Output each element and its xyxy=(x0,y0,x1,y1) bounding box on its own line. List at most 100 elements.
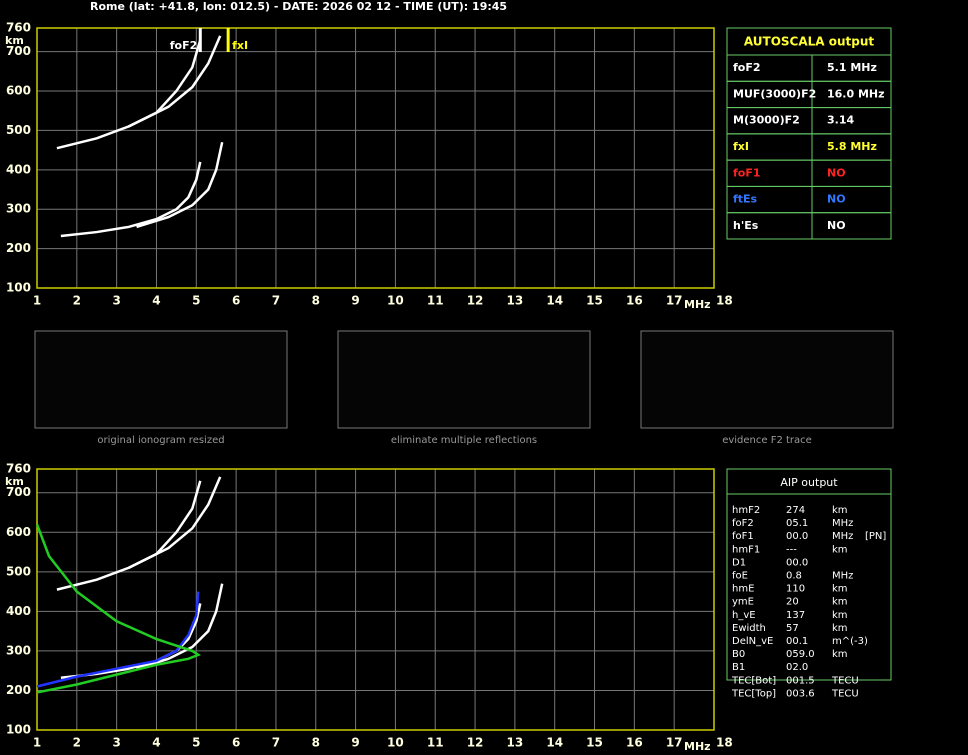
aip-cell: 0.8 xyxy=(786,571,802,582)
autoscala-value: NO xyxy=(827,219,846,232)
aip-cell: foE xyxy=(732,571,748,582)
autoscala-value: 5.1 MHz xyxy=(827,61,877,74)
aip-cell: km xyxy=(832,623,848,634)
aip-cell: 059.0 xyxy=(786,649,815,660)
x-tick-label: 7 xyxy=(272,294,280,308)
x-tick-label: 10 xyxy=(387,736,404,750)
x-tick-label: 15 xyxy=(586,736,603,750)
trace xyxy=(56,39,202,150)
y-tick-label: 300 xyxy=(6,643,31,657)
autoscala-label: h'Es xyxy=(733,219,759,232)
header-title: Rome (lat: +41.8, lon: 012.5) - DATE: 20… xyxy=(90,0,507,13)
x-tick-label: 11 xyxy=(427,736,444,750)
thumbnail xyxy=(34,330,288,429)
aip-box xyxy=(726,468,892,681)
x-tick-label: 6 xyxy=(232,294,240,308)
aip-cell: MHz xyxy=(832,518,853,529)
aip-cell: 00.0 xyxy=(786,531,808,542)
y-tick-label: 500 xyxy=(6,564,31,578)
aip-cell: 05.1 xyxy=(786,518,808,529)
thumbnail-caption: eliminate multiple reflections xyxy=(391,435,537,446)
plot-frame xyxy=(36,468,715,731)
x-tick-label: 15 xyxy=(586,294,603,308)
y-tick-label: 400 xyxy=(6,604,31,618)
aip-cell: km xyxy=(832,584,848,595)
x-tick-label: 13 xyxy=(507,736,524,750)
aip-cell: B1 xyxy=(732,662,745,673)
x-tick-label: 7 xyxy=(272,736,280,750)
trace xyxy=(128,476,222,569)
trace xyxy=(128,35,222,128)
x-tick-label: 12 xyxy=(467,294,484,308)
x-tick-label: 3 xyxy=(112,736,120,750)
y-tick-label: 500 xyxy=(6,123,31,137)
x-tick-label: 16 xyxy=(626,294,643,308)
aip-cell: MHz xyxy=(832,571,853,582)
trace xyxy=(136,583,224,670)
aip-cell: km xyxy=(832,610,848,621)
aip-cell: 003.6 xyxy=(786,688,815,699)
autoscala-value: 5.8 MHz xyxy=(827,140,877,153)
x-tick-label: 1 xyxy=(33,294,41,308)
x-tick-label: 4 xyxy=(152,736,160,750)
autoscala-label: fxI xyxy=(733,140,749,153)
aip-cell: TECU xyxy=(831,688,859,699)
trace xyxy=(35,523,201,694)
autoscala-label: foF2 xyxy=(733,61,761,74)
aip-cell: TEC[Bot] xyxy=(731,675,776,686)
x-tick-label: 6 xyxy=(232,736,240,750)
aip-cell: km xyxy=(832,544,848,555)
aip-cell: 57 xyxy=(786,623,799,634)
y-tick-label: 700 xyxy=(6,485,31,499)
x-tick-label: 18 xyxy=(716,736,733,750)
x-tick-label: 8 xyxy=(312,736,320,750)
marker-label: fxI xyxy=(232,39,248,52)
autoscala-row xyxy=(726,212,892,240)
x-tick-label: 16 xyxy=(626,736,643,750)
trace xyxy=(36,591,200,688)
thumbnail-caption: evidence F2 trace xyxy=(722,435,812,446)
aip-cell: km xyxy=(832,505,848,516)
aip-cell: TEC[Top] xyxy=(731,688,776,699)
x-tick-label: 13 xyxy=(507,294,524,308)
x-tick-label: 4 xyxy=(152,294,160,308)
aip-cell: 001.5 xyxy=(786,675,815,686)
aip-cell: 00.1 xyxy=(786,636,808,647)
autoscala-value: 3.14 xyxy=(827,114,854,127)
aip-cell: TECU xyxy=(831,675,859,686)
x-tick-label: 10 xyxy=(387,294,404,308)
aip-cell: 274 xyxy=(786,505,805,516)
autoscala-title: AUTOSCALA output xyxy=(744,35,875,49)
aip-cell: h_vE xyxy=(732,610,756,621)
y-tick-label: 200 xyxy=(6,241,31,255)
autoscala-value: NO xyxy=(827,193,846,206)
x-tick-label: 1 xyxy=(33,736,41,750)
aip-cell: 00.0 xyxy=(786,557,808,568)
x-tick-label: 2 xyxy=(73,294,81,308)
autoscala-label: ftEs xyxy=(733,193,758,206)
aip-cell: hmF2 xyxy=(732,505,760,516)
y-tick-label: 400 xyxy=(6,162,31,176)
x-tick-label: 11 xyxy=(427,294,444,308)
y-tick-label: 700 xyxy=(6,44,31,58)
plot-frame xyxy=(36,27,715,289)
aip-cell: 110 xyxy=(786,584,805,595)
y-tick-label: 200 xyxy=(6,683,31,697)
x-tick-label: 17 xyxy=(666,736,683,750)
x-tick-label: 17 xyxy=(666,294,683,308)
y-tick-label: 100 xyxy=(6,723,31,737)
aip-cell: foF1 xyxy=(732,531,754,542)
x-tick-label: 18 xyxy=(716,294,733,308)
y-tick-label: 760 xyxy=(6,21,31,35)
autoscala-label: foF1 xyxy=(733,166,761,179)
aip-cell: [PN] xyxy=(865,531,886,542)
autoscala-value: 16.0 MHz xyxy=(827,87,885,100)
x-tick-label: 9 xyxy=(351,294,359,308)
aip-cell: 20 xyxy=(786,597,799,608)
y-tick-label: 300 xyxy=(6,202,31,216)
y-axis-label: km xyxy=(5,34,24,47)
autoscala-label: M(3000)F2 xyxy=(733,114,800,127)
thumbnail xyxy=(337,330,591,429)
thumbnail-caption: original ionogram resized xyxy=(97,435,224,446)
